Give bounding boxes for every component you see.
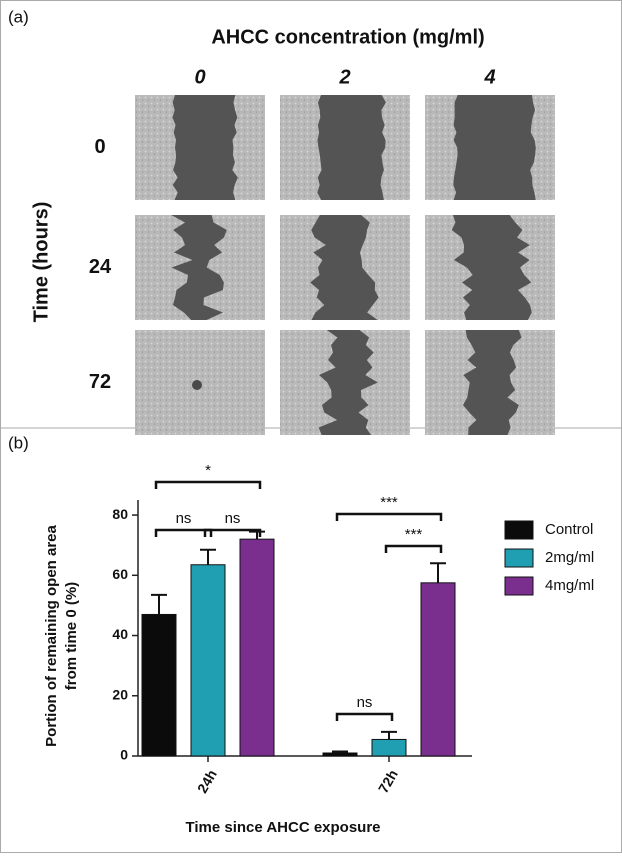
error-bar	[200, 548, 216, 565]
column-label: 2	[338, 66, 350, 88]
error-bar	[381, 730, 397, 740]
legend-label: 2mg/ml	[545, 549, 594, 566]
significance-label: *	[205, 462, 211, 479]
significance-bracket	[384, 544, 443, 553]
wound-area	[453, 95, 536, 200]
error-bar	[430, 562, 446, 583]
significance-bracket	[335, 512, 443, 521]
y-tick-label: 0	[120, 747, 128, 763]
wound-area	[317, 95, 386, 200]
row-title: Time (hours)	[30, 202, 52, 323]
significance-bracket	[335, 712, 394, 721]
bar	[239, 538, 275, 757]
error-bar	[249, 530, 265, 540]
significance-label: ns	[225, 510, 241, 527]
row-label: 24	[89, 256, 112, 278]
wound-remnant	[192, 380, 202, 390]
wound-area	[451, 215, 532, 320]
y-axis-title: from time 0 (%)	[63, 582, 80, 690]
wound-area	[171, 215, 227, 320]
significance-bracket	[154, 528, 213, 537]
row-label: 0	[94, 136, 105, 158]
legend-swatch	[504, 520, 534, 540]
column-label: 4	[483, 66, 495, 88]
x-tick-label: 24h	[194, 767, 220, 796]
legend-label: Control	[545, 521, 593, 538]
significance-label: ns	[176, 510, 192, 527]
row-label: 72	[89, 371, 111, 393]
panel-a-title: AHCC concentration (mg/ml)	[211, 26, 484, 48]
bar	[322, 752, 358, 757]
x-axis-title: Time since AHCC exposure	[185, 819, 380, 836]
wound-area	[318, 330, 378, 435]
wound-area	[172, 95, 238, 200]
significance-bracket	[203, 528, 262, 537]
bar	[371, 738, 407, 757]
y-tick-label: 40	[112, 626, 128, 642]
panel-label: (a)	[8, 7, 29, 26]
y-tick-label: 60	[112, 566, 128, 582]
bar	[190, 564, 226, 757]
significance-label: ***	[405, 526, 423, 543]
y-axis-title: Portion of remaining open area	[43, 524, 60, 746]
error-bar	[332, 750, 348, 753]
legend-label: 4mg/ml	[545, 577, 594, 594]
x-tick-label: 72h	[375, 767, 401, 796]
bar	[141, 613, 177, 757]
y-tick-label: 80	[112, 506, 128, 522]
panel-label: (b)	[8, 433, 29, 452]
y-tick-label: 20	[112, 686, 128, 702]
significance-label: ns	[357, 694, 373, 711]
wound-area	[310, 215, 379, 320]
legend-swatch	[504, 548, 534, 568]
significance-label: ***	[380, 494, 398, 511]
column-label: 0	[194, 66, 205, 88]
legend-swatch	[504, 576, 534, 596]
error-bar	[151, 593, 167, 615]
wound-area	[462, 330, 522, 435]
bar	[420, 582, 456, 757]
significance-bracket	[154, 480, 262, 489]
